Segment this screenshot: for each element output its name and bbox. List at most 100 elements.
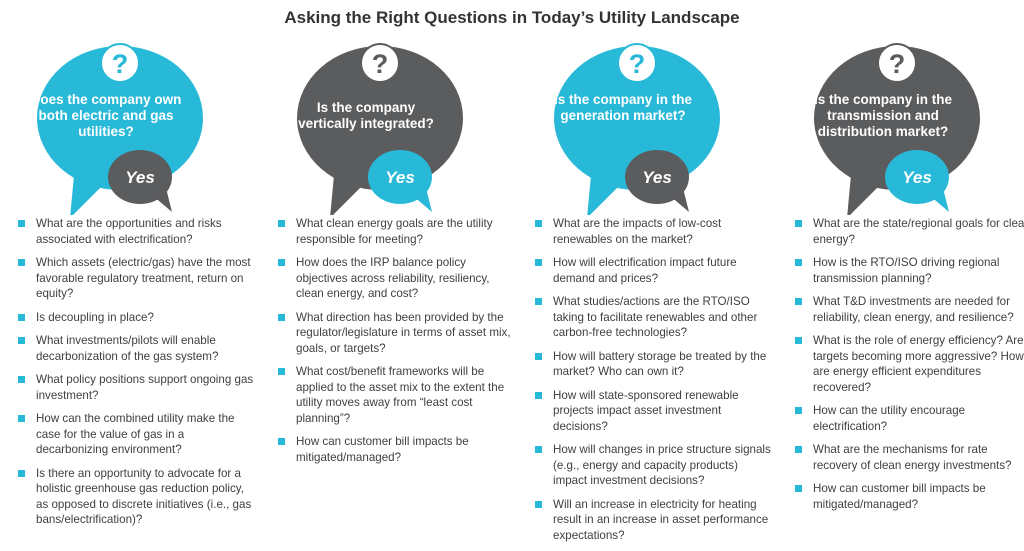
speech-bubble-graphic: ? bbox=[814, 43, 980, 215]
question-mark-icon bbox=[100, 43, 140, 83]
question-text: What clean energy goals are the utility … bbox=[296, 217, 493, 246]
question-list: What are the impacts of low-cost renewab… bbox=[535, 216, 771, 551]
bullet-square-icon bbox=[535, 391, 542, 399]
list-item: Is decoupling in place? bbox=[18, 310, 254, 326]
speech-bubble: ? Is the company vertically integrated? … bbox=[262, 0, 520, 215]
question-mark-icon bbox=[617, 43, 657, 83]
bullet-square-icon bbox=[795, 298, 802, 305]
question-text: How is the RTO/ISO driving regional tran… bbox=[813, 256, 1000, 285]
bullet-square-icon bbox=[18, 220, 25, 227]
question-text: What are the mechanisms for rate recover… bbox=[813, 443, 1012, 472]
question-text: How will battery storage be treated by t… bbox=[553, 349, 767, 379]
question-bubble bbox=[297, 46, 463, 190]
question-text: What are the state/regional goals for cl… bbox=[813, 217, 1024, 246]
question-text: How does the IRP balance policy objectiv… bbox=[296, 256, 490, 300]
question-text: What are the impacts of low-cost renewab… bbox=[553, 217, 722, 246]
bullet-square-icon bbox=[535, 220, 542, 227]
question-text: How can the utility encourage electrific… bbox=[813, 404, 966, 433]
bubble-question: Is the company in the generation market? bbox=[553, 92, 693, 123]
bullet-square-icon bbox=[535, 298, 542, 305]
bullet-square-icon bbox=[18, 313, 25, 321]
list-item: How is the RTO/ISO driving regional tran… bbox=[795, 255, 1024, 286]
svg-text:?: ? bbox=[112, 49, 129, 79]
bullet-square-icon bbox=[535, 500, 542, 508]
answer-label: Yes bbox=[125, 168, 155, 187]
list-item: What are the impacts of low-cost renewab… bbox=[535, 216, 771, 247]
svg-text:?: ? bbox=[629, 49, 646, 79]
list-item: How does the IRP balance policy objectiv… bbox=[278, 255, 514, 302]
answer-label: Yes bbox=[642, 168, 672, 187]
list-item: What studies/actions are the RTO/ISO tak… bbox=[535, 294, 771, 341]
list-item: What clean energy goals are the utility … bbox=[278, 216, 514, 247]
question-text: How will state-sponsored renewable proje… bbox=[553, 388, 739, 433]
answer-label: Yes bbox=[902, 168, 932, 187]
bubble-question: Does the company own both electric and g… bbox=[30, 92, 182, 139]
list-item: What investments/pilots will enable deca… bbox=[18, 333, 254, 364]
question-text: How can customer bill impacts be mitigat… bbox=[296, 435, 469, 464]
answer-bubble bbox=[368, 150, 432, 204]
bullet-square-icon bbox=[18, 259, 25, 266]
question-column: ? Is the company in the generation marke… bbox=[519, 0, 777, 550]
list-item: Will an increase in electricity for heat… bbox=[535, 497, 771, 544]
question-text: What direction has been provided by the … bbox=[296, 310, 511, 355]
list-item: What cost/benefit frameworks will be app… bbox=[278, 364, 514, 426]
bullet-square-icon bbox=[795, 446, 802, 453]
question-text: What cost/benefit frameworks will be app… bbox=[296, 365, 505, 425]
list-item: How will state-sponsored renewable proje… bbox=[535, 388, 771, 435]
question-text: Is decoupling in place? bbox=[36, 310, 154, 324]
question-text: What policy positions support ongoing ga… bbox=[36, 373, 254, 402]
bullet-square-icon bbox=[278, 220, 285, 227]
bullet-square-icon bbox=[795, 259, 802, 266]
question-column: ? Does the company own both electric and… bbox=[2, 0, 260, 550]
speech-bubble-graphic: ? bbox=[554, 43, 720, 215]
bullet-square-icon bbox=[795, 337, 802, 344]
bubble-question: Is the company in the transmission and d… bbox=[813, 92, 953, 139]
speech-bubble: ? Does the company own both electric and… bbox=[2, 0, 260, 215]
list-item: Is there an opportunity to advocate for … bbox=[18, 466, 254, 528]
bullet-square-icon bbox=[18, 337, 25, 344]
bullet-square-icon bbox=[795, 407, 802, 414]
question-text: What studies/actions are the RTO/ISO tak… bbox=[553, 295, 758, 339]
list-item: How can the combined utility make the ca… bbox=[18, 411, 254, 458]
bullet-square-icon bbox=[535, 259, 542, 266]
question-bubble bbox=[554, 46, 720, 190]
question-text: Will an increase in electricity for heat… bbox=[553, 497, 769, 542]
question-text: Which assets (electric/gas) have the mos… bbox=[36, 256, 251, 300]
question-text: What is the role of energy efficiency? A… bbox=[813, 334, 1024, 394]
list-item: How can customer bill impacts be mitigat… bbox=[278, 434, 514, 465]
answer-bubble bbox=[108, 150, 172, 204]
list-item: What direction has been provided by the … bbox=[278, 310, 514, 357]
question-text: How will electrification impact future d… bbox=[553, 256, 737, 285]
speech-bubble-graphic: ? bbox=[37, 43, 203, 215]
question-text: What investments/pilots will enable deca… bbox=[36, 334, 219, 363]
question-text: How can the combined utility make the ca… bbox=[36, 412, 235, 456]
bullet-square-icon bbox=[795, 220, 802, 227]
list-item: Which assets (electric/gas) have the mos… bbox=[18, 255, 254, 302]
svg-text:?: ? bbox=[372, 49, 389, 79]
question-text: What are the opportunities and risks ass… bbox=[36, 217, 222, 246]
bullet-square-icon bbox=[795, 485, 802, 492]
list-item: How can the utility encourage electrific… bbox=[795, 403, 1024, 434]
list-item: How will changes in price structure sign… bbox=[535, 442, 771, 489]
bubble-question: Is the company vertically integrated? bbox=[298, 100, 434, 131]
list-item: What are the mechanisms for rate recover… bbox=[795, 442, 1024, 473]
question-mark-icon bbox=[360, 43, 400, 83]
bullet-square-icon bbox=[18, 469, 25, 477]
question-text: What T&D investments are needed for reli… bbox=[813, 295, 1014, 324]
speech-bubble: ? Is the company in the generation marke… bbox=[519, 0, 777, 215]
bullet-square-icon bbox=[535, 446, 542, 453]
list-item: How will battery storage be treated by t… bbox=[535, 349, 771, 380]
bullet-square-icon bbox=[278, 368, 285, 375]
question-bubble bbox=[37, 46, 203, 190]
question-text: How can customer bill impacts be mitigat… bbox=[813, 482, 986, 511]
page-title: Asking the Right Questions in Today’s Ut… bbox=[284, 8, 740, 27]
list-item: What is the role of energy efficiency? A… bbox=[795, 333, 1024, 395]
question-list: What are the opportunities and risks ass… bbox=[18, 216, 254, 536]
bullet-square-icon bbox=[535, 352, 542, 360]
question-column: ? Is the company in the transmission and… bbox=[779, 0, 1024, 550]
answer-label: Yes bbox=[385, 168, 415, 187]
bullet-square-icon bbox=[278, 259, 285, 266]
question-mark-icon bbox=[877, 43, 917, 83]
question-bubble bbox=[814, 46, 980, 190]
question-text: How will changes in price structure sign… bbox=[553, 443, 771, 487]
